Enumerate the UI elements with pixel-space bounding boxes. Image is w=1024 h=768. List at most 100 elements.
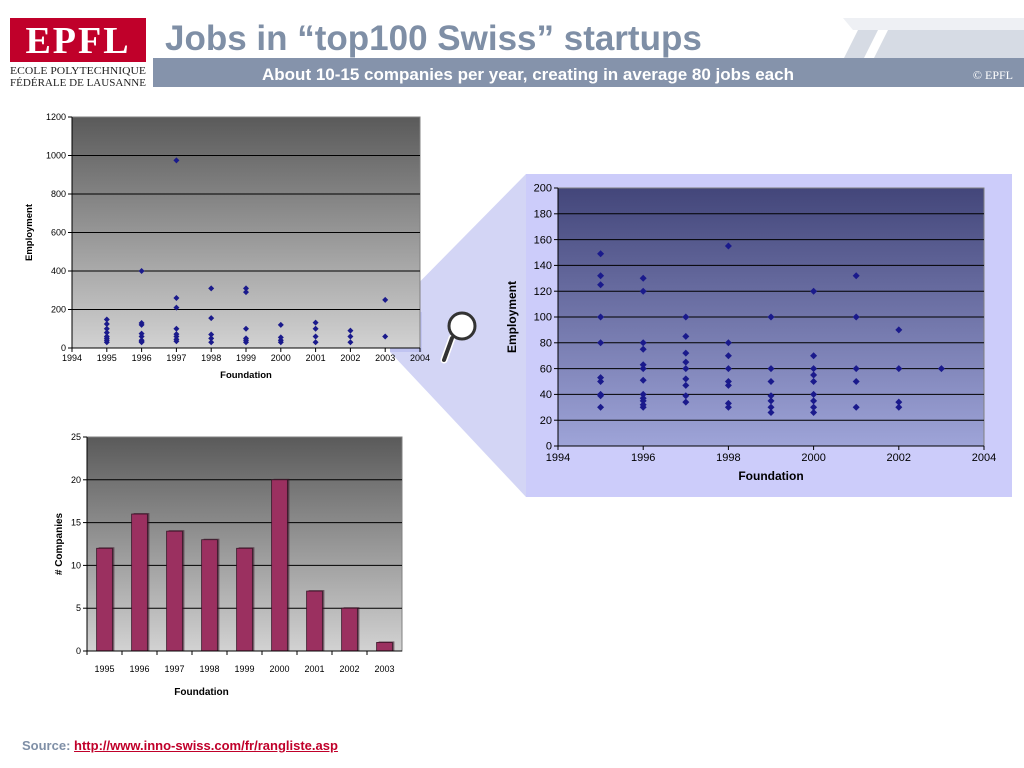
data-point [724, 378, 732, 385]
y-tick-label: 600 [51, 228, 66, 238]
data-point [724, 339, 732, 347]
data-point [639, 390, 647, 398]
y-tick-label: 5 [76, 603, 81, 613]
data-point [597, 378, 605, 385]
x-tick-label: 2000 [801, 452, 825, 464]
data-point [382, 333, 389, 340]
data-point [312, 319, 319, 326]
page-title: Jobs in “top100 Swiss” startups [165, 19, 702, 58]
y-tick-label: 0 [61, 343, 66, 353]
data-point [810, 397, 818, 405]
data-point [682, 332, 690, 340]
data-point [895, 398, 903, 406]
data-point [724, 352, 732, 360]
data-point [810, 352, 818, 360]
data-point [724, 403, 732, 411]
data-point [243, 325, 249, 332]
x-tick-label: 1994 [546, 452, 570, 464]
x-tick-label: 2000 [269, 664, 289, 674]
data-point [138, 319, 145, 326]
bar [131, 513, 148, 652]
x-tick-label: 2002 [887, 452, 911, 464]
data-point [103, 316, 110, 323]
companies-bar-chart: 0 5 10 15 20 25 1995 1996 1997 1998 1999 2000 2001 20… [54, 432, 403, 698]
y-tick-label: 60 [540, 363, 552, 375]
data-point [312, 325, 319, 332]
bar [236, 547, 253, 652]
x-tick-label: 1998 [716, 452, 740, 464]
y-tick-label: 100 [534, 312, 552, 324]
magnifier-icon [440, 311, 477, 364]
data-point [682, 365, 690, 373]
y-tick-label: 0 [546, 441, 552, 453]
data-point [173, 325, 180, 332]
data-point [639, 365, 647, 373]
y-axis-label: Employment [505, 281, 519, 353]
y-tick-label: 180 [534, 208, 552, 220]
data-point [347, 339, 354, 346]
y-tick-label: 140 [534, 260, 552, 272]
y-tick-label: 160 [534, 234, 552, 246]
data-point [597, 272, 605, 280]
data-point [724, 381, 732, 389]
data-point [852, 365, 860, 373]
y-tick-label: 40 [540, 389, 552, 401]
data-point [103, 325, 110, 332]
data-point [597, 374, 605, 382]
data-point [852, 313, 860, 321]
x-tick-label: 1998 [201, 353, 221, 363]
data-point [243, 289, 249, 296]
data-point [895, 365, 903, 373]
data-point [173, 294, 180, 301]
y-tick-label: 20 [71, 475, 81, 485]
data-point [767, 397, 775, 405]
data-point [208, 315, 215, 322]
x-axis-label: Foundation [174, 687, 228, 698]
y-tick-label: 80 [540, 337, 552, 349]
x-axis-label: Foundation [220, 370, 272, 381]
x-tick-label: 1997 [166, 353, 186, 363]
y-tick-label: 20 [540, 415, 552, 427]
x-tick-label: 2003 [374, 664, 394, 674]
data-point [597, 390, 605, 398]
logo-line-1: ECOLE POLYTECHNIQUE [10, 66, 146, 77]
data-point [243, 335, 249, 342]
data-point [208, 331, 215, 338]
data-point [767, 403, 775, 411]
y-axis-label: Employment [24, 203, 35, 261]
data-point [173, 304, 180, 311]
x-tick-label: 1997 [164, 664, 184, 674]
data-point [382, 296, 389, 303]
y-tick-label: 25 [71, 432, 81, 442]
x-axis-label: Foundation [738, 469, 803, 483]
data-point [682, 398, 690, 406]
data-point [639, 339, 647, 347]
x-tick-label: 1994 [62, 353, 82, 363]
source-link[interactable]: http://www.inno-swiss.com/fr/rangliste.a… [74, 738, 338, 753]
data-point [852, 272, 860, 280]
x-tick-label: 1995 [94, 664, 114, 674]
source-label: Source: [22, 738, 71, 753]
data-point [103, 320, 110, 327]
data-point [937, 365, 945, 373]
bar [306, 590, 323, 652]
x-tick-label: 2000 [271, 353, 291, 363]
data-point [312, 339, 319, 346]
data-point [767, 313, 775, 321]
y-tick-label: 15 [71, 518, 81, 528]
data-point [852, 403, 860, 411]
data-point [312, 333, 319, 340]
data-point [173, 157, 180, 164]
data-point [639, 361, 647, 369]
header-stripe [844, 30, 878, 58]
data-point [347, 327, 354, 334]
data-point [277, 334, 284, 341]
data-point [810, 378, 818, 385]
data-point [243, 285, 249, 292]
y-tick-label: 120 [534, 286, 552, 298]
y-axis-label: # Companies [54, 512, 65, 575]
data-point [810, 371, 818, 379]
x-tick-label: 2002 [340, 353, 360, 363]
data-point [682, 375, 690, 383]
